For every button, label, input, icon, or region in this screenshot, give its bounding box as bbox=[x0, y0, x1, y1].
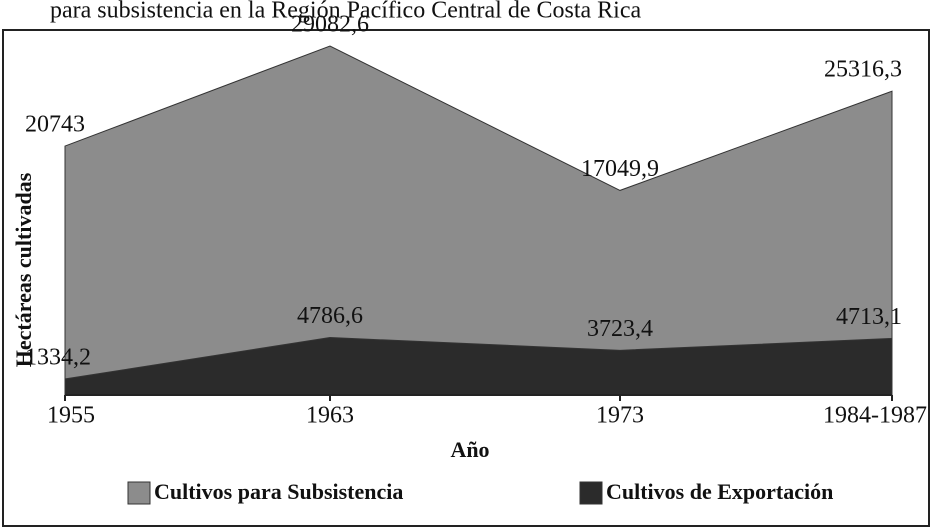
x-tick-label: 1973 bbox=[596, 403, 644, 429]
chart-frame bbox=[2, 29, 930, 527]
legend-swatch bbox=[579, 481, 603, 505]
data-label: 17049,9 bbox=[581, 156, 659, 182]
data-label: 4713,1 bbox=[836, 304, 902, 330]
data-label: 4786,6 bbox=[297, 303, 363, 329]
y-axis-label: Hectáreas cultivadas bbox=[11, 172, 36, 367]
data-label: 3723,4 bbox=[587, 316, 653, 342]
x-axis-label: Año bbox=[450, 437, 489, 462]
legend-swatch bbox=[127, 481, 151, 505]
x-tick-label: 1955 bbox=[47, 403, 95, 429]
data-label: 25316,3 bbox=[824, 57, 902, 83]
data-label: 20743 bbox=[25, 112, 85, 138]
legend-label: Cultivos de Exportación bbox=[606, 479, 833, 504]
data-label: 1334,2 bbox=[25, 344, 91, 370]
data-label: 29082,6 bbox=[291, 12, 369, 38]
x-tick-label: 1984-1987 bbox=[823, 403, 927, 429]
x-tick-label: 1963 bbox=[306, 403, 354, 429]
area bbox=[64, 45, 893, 396]
chart-title: para subsistencia en la Región Pacífico … bbox=[50, 0, 642, 24]
legend-label: Cultivos para Subsistencia bbox=[154, 479, 403, 504]
